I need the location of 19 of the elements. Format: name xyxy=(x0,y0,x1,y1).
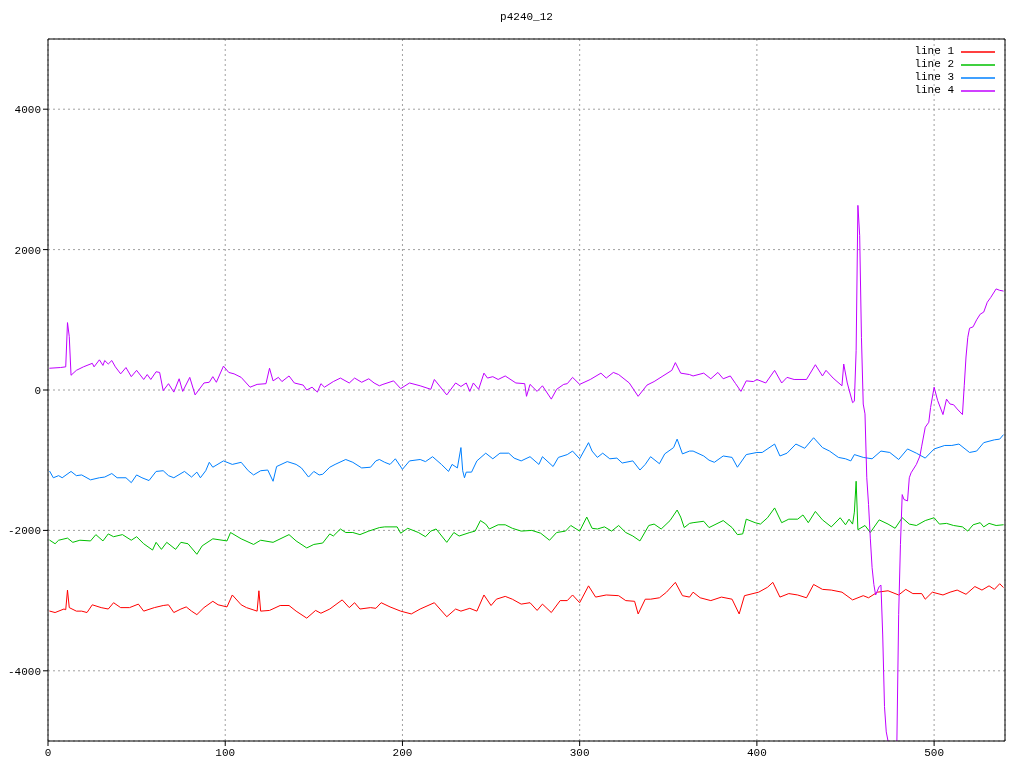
x-tick-label: 200 xyxy=(392,746,413,759)
y-tick-label: -4000 xyxy=(7,665,41,678)
x-tick-label: 500 xyxy=(924,746,945,759)
y-tick-label: -2000 xyxy=(7,525,41,538)
legend-label: line 4 xyxy=(914,84,954,97)
y-tick-label: 0 xyxy=(34,384,41,397)
x-tick-label: 400 xyxy=(746,746,767,759)
legend-label: line 1 xyxy=(914,45,954,58)
line-series xyxy=(49,581,1004,619)
y-tick-label: 2000 xyxy=(14,244,41,257)
y-tick-label: 4000 xyxy=(14,104,41,117)
line-series xyxy=(49,480,1004,555)
x-tick-label: 0 xyxy=(44,746,52,759)
legend-label: line 2 xyxy=(914,58,954,71)
x-tick-label: 100 xyxy=(215,746,236,759)
x-tick-label: 300 xyxy=(569,746,590,759)
chart-title: p4240_12 xyxy=(499,11,554,23)
line-series xyxy=(49,434,1004,484)
legend-label: line 3 xyxy=(914,71,954,84)
